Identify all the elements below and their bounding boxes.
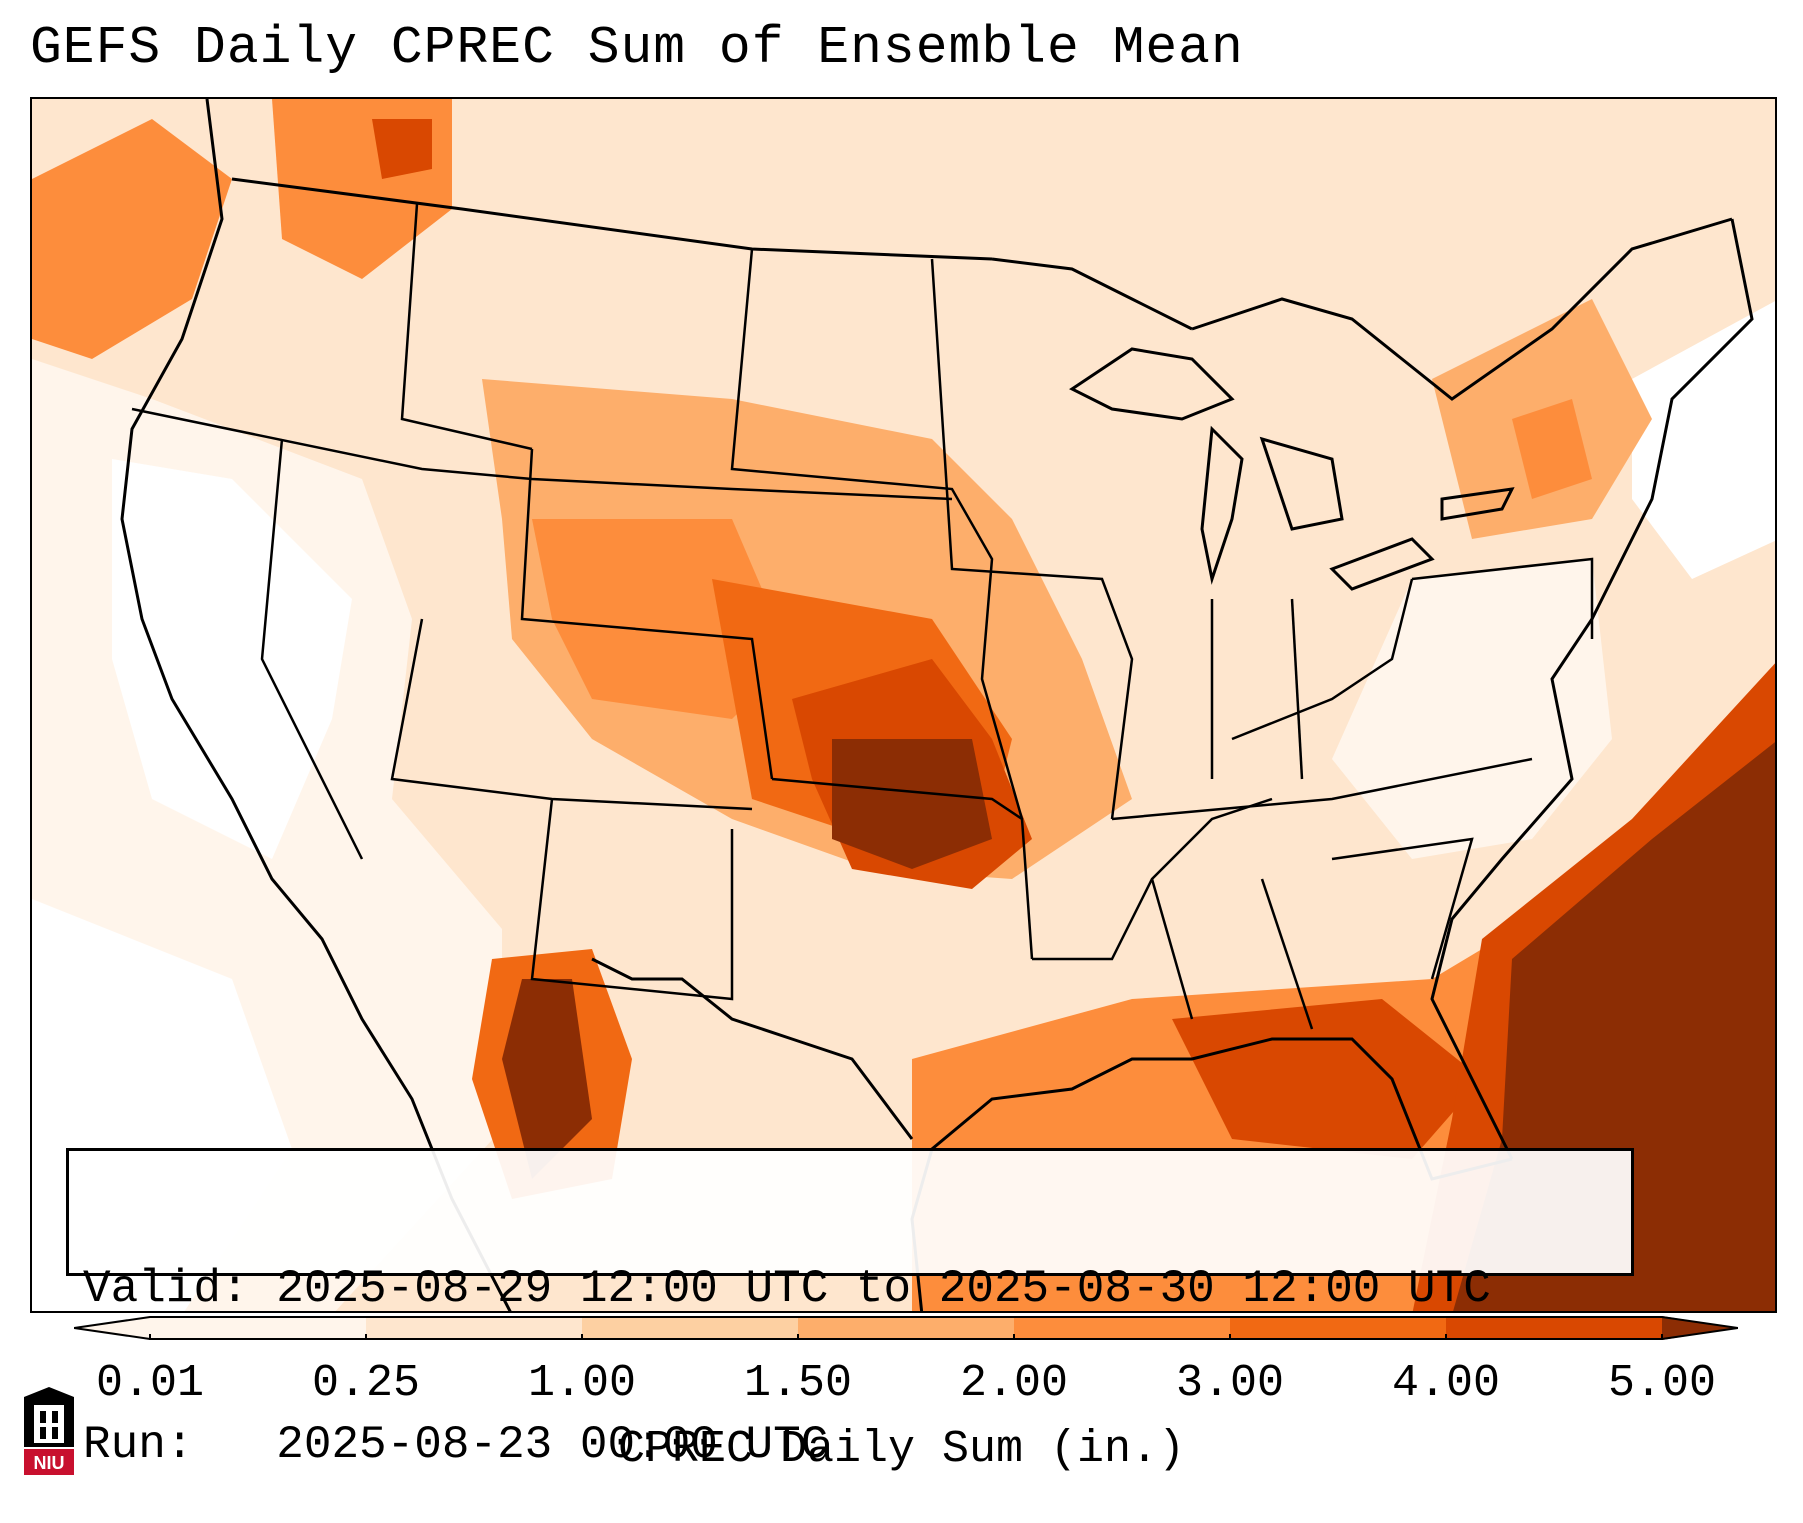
valid-time-text: Valid: 2025-08-29 12:00 UTC to 2025-08-3… [83,1263,1491,1315]
border-tennessee [1111,757,1533,821]
precipitation-map [30,97,1777,1313]
border-ohio-river [1231,578,1414,741]
colorbar-segment [1446,1316,1663,1340]
border-idaho [400,203,533,451]
border-nevada [260,438,364,860]
colorbar [74,1316,1738,1340]
map-title: GEFS Daily CPREC Sum of Ensemble Mean [30,18,1244,78]
state-borders [131,203,1594,1030]
mexico-border [591,957,914,1140]
colorbar-outline [74,1316,1738,1340]
colorbar-tick-0: 0.01 [95,1358,205,1409]
border-pennsylvania [1411,557,1594,639]
colorbar-extend-high [1662,1316,1738,1340]
border-dakotas-nebraska [730,248,1024,820]
border-mississippi-alabama [1150,878,1194,1020]
border-minnesota-iowa [930,258,1134,820]
canada-border-west [231,177,993,261]
colorbar-tick-5: 3.00 [1175,1358,1285,1409]
colorbar-label: CPREC Daily Sum (in.) [617,1424,1186,1475]
canada-border-central [991,257,1193,331]
colorbar-segment [582,1316,799,1340]
lake-huron [1259,436,1344,531]
dry-region-northeast [1632,301,1775,579]
colorbar-tick-6: 4.00 [1391,1358,1501,1409]
colorbar-tick-4: 2.00 [959,1358,1069,1409]
niu-logo-band [24,1449,74,1475]
colorbar-segment [366,1316,583,1340]
colorbar-tick-1: 0.25 [311,1358,421,1409]
valid-run-info-box: Valid: 2025-08-29 12:00 UTC to 2025-08-3… [66,1148,1634,1471]
precip-bc-core [372,119,432,179]
border-oklahoma-texas [771,777,1034,960]
precip-oklahoma-core [832,739,992,869]
map-canvas [32,99,1775,1311]
run-time-text: Run: 2025-08-23 00:00 UTC [83,1419,829,1471]
border-alabama-georgia [1260,878,1314,1030]
border-carolinas [1331,837,1474,980]
colorbar-segment [150,1316,367,1340]
niu-logo: NIU [24,1387,74,1475]
precip-gulf-core [1172,999,1482,1159]
colorbar-tick-2: 1.00 [527,1358,637,1409]
atlantic-coastline [1430,218,1754,1160]
colorbar-extend-low [74,1316,150,1340]
precip-pacific-northwest [32,119,232,359]
niu-logo-text: NIU [34,1453,65,1473]
border-utah-arizona [390,618,753,811]
precip-colorado [532,519,792,719]
border-row-1 [131,407,953,501]
canada-border-east [1191,217,1733,401]
dry-region-california [112,459,352,859]
precip-vermont [1512,399,1592,499]
pacific-coastline [120,99,512,1311]
colorbar-segment [798,1316,1015,1340]
lake-superior [1069,347,1235,421]
lake-ontario [1440,487,1515,521]
colorbar-tick-7: 5.00 [1607,1358,1717,1409]
niu-logo-building [34,1405,64,1443]
border-indiana-ohio [1290,598,1304,780]
colorbar-segment [1230,1316,1447,1340]
lake-erie [1329,537,1435,591]
colorbar-segments [74,1316,1738,1340]
colorbar-segment [1014,1316,1231,1340]
precip-mexico-core [502,979,592,1179]
lake-michigan [1200,425,1244,585]
colorbar-tick-3: 1.50 [743,1358,853,1409]
border-wyoming-colorado [520,448,774,780]
border-new-mexico [530,798,734,1001]
